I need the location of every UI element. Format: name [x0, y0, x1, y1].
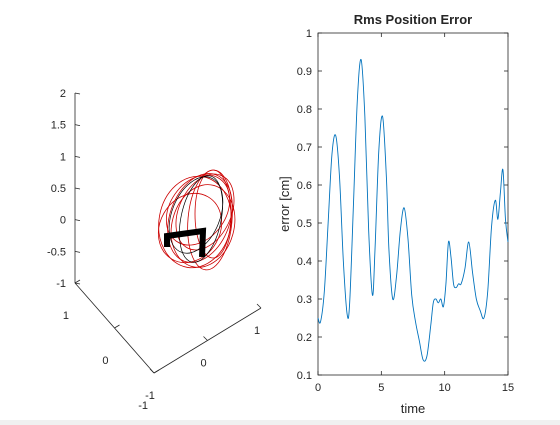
- y-tick-label: 0.4: [297, 256, 312, 268]
- y-tick-label: 0.7: [297, 142, 312, 154]
- x-tick-label: 1: [254, 325, 260, 337]
- x-tick-label: -1: [145, 390, 155, 402]
- z-tick-label: -0.5: [47, 246, 66, 258]
- x-tick-label: 15: [502, 382, 514, 394]
- z-tick-label: 0: [60, 215, 66, 227]
- z-tick-mark: [75, 156, 80, 157]
- x-tick-mark: [204, 337, 208, 341]
- y-tick-mark: [75, 280, 80, 283]
- x-axis-label: time: [401, 401, 426, 416]
- chart-title: Rms Position Error: [354, 12, 472, 27]
- z-tick-mark: [75, 251, 80, 252]
- axes-3d[interactable]: 21.510.50-0.5-1 -101 -101: [47, 88, 261, 412]
- plot-area: [318, 33, 508, 375]
- red-trajectory-loop: [184, 168, 237, 271]
- y-tick-label: 0.2: [297, 332, 312, 344]
- y-tick-mark: [115, 325, 120, 328]
- y-axis-label: error [cm]: [277, 176, 292, 232]
- y-tick-label: 0.3: [297, 294, 312, 306]
- red-trajectory-loop: [146, 182, 234, 274]
- x-tick-label: 5: [378, 382, 384, 394]
- z-tick-label: 2: [60, 88, 66, 100]
- y-tick-label: 0.1: [297, 370, 312, 382]
- x-tick-label: 0: [315, 382, 321, 394]
- trajectory-plot: [146, 163, 245, 275]
- x-tick-mark: [257, 304, 261, 308]
- y-tick-label: 0.5: [297, 218, 312, 230]
- y-tick-label: 1: [306, 28, 312, 40]
- y-tick-label: 1: [63, 310, 69, 322]
- z-tick-mark: [75, 125, 80, 126]
- x-tick-mark: [150, 369, 154, 373]
- x-tick-label: 0: [200, 358, 206, 370]
- z-tick-mark: [75, 93, 80, 94]
- z-tick-mark: [75, 220, 80, 221]
- y-tick-label: 0: [102, 355, 108, 367]
- z-tick-mark: [75, 188, 80, 189]
- axes-rms-error[interactable]: Rms Position Error 0.1 0.2 0.3 0.4 0.5 0.6 0.7…: [277, 12, 514, 416]
- y-tick-label: 0.9: [297, 66, 312, 78]
- y-tick-label: 0.8: [297, 104, 312, 116]
- z-tick-label: -1: [56, 278, 66, 290]
- x-tick-label: 10: [439, 382, 451, 394]
- z-tick-label: 1.5: [51, 120, 66, 132]
- y-tick-mark: [154, 370, 159, 373]
- z-tick-label: 1: [60, 151, 66, 163]
- y-tick-label: 0.6: [297, 180, 312, 192]
- z-tick-label: 0.5: [51, 183, 66, 195]
